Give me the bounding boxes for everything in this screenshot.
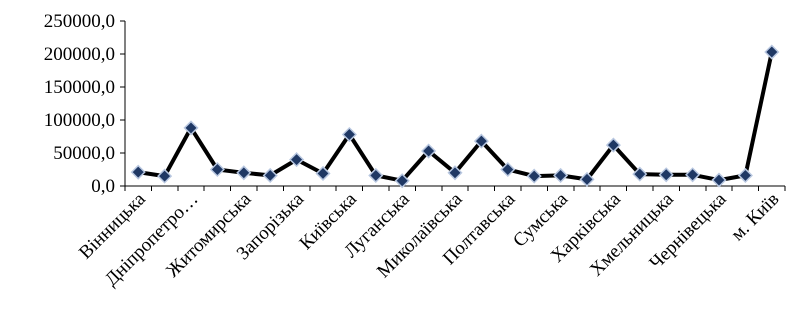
data-point-marker <box>183 120 199 136</box>
y-tick-label: 0,0 <box>91 176 115 197</box>
data-point-marker <box>421 143 437 159</box>
data-point-marker <box>579 171 595 187</box>
data-point-marker <box>130 164 146 180</box>
data-point-marker <box>157 168 173 184</box>
data-point-marker <box>737 167 753 184</box>
data-point-marker <box>236 165 252 181</box>
data-point-marker <box>341 126 357 143</box>
data-point-marker <box>315 165 331 182</box>
chart-axes <box>124 21 786 191</box>
data-point-marker <box>526 168 542 184</box>
x-category-label: Дніпропетро… <box>101 189 203 291</box>
y-tick-label: 250000,0 <box>44 11 115 32</box>
series-line <box>137 51 774 183</box>
data-point-marker <box>553 167 569 184</box>
series-line-group <box>130 44 780 189</box>
data-point-marker <box>447 165 463 181</box>
data-point-marker <box>658 167 674 183</box>
data-point-marker <box>632 166 648 182</box>
data-point-marker <box>262 167 278 184</box>
data-point-marker <box>289 152 305 168</box>
data-point-marker <box>209 161 225 178</box>
y-axis-ticks: 250000,0 200000,0 150000,0 100000,0 50000,0 0… <box>44 11 125 197</box>
data-point-marker <box>473 133 489 149</box>
y-tick-label: 50000,0 <box>53 143 115 164</box>
x-category-label: м. Київ <box>727 189 783 245</box>
data-point-marker <box>368 167 384 184</box>
y-tick-label: 100000,0 <box>44 110 115 131</box>
data-point-marker <box>764 44 780 60</box>
x-axis-labels: ВінницькаДніпропетро…ЖитомирськаЗапорізь… <box>75 188 783 290</box>
data-point-marker <box>605 137 621 153</box>
y-tick-label: 150000,0 <box>44 77 115 98</box>
y-tick-label: 200000,0 <box>44 44 115 65</box>
data-point-marker <box>394 173 410 189</box>
data-point-marker <box>500 161 516 178</box>
data-point-marker <box>711 172 727 188</box>
data-point-marker <box>685 167 701 183</box>
